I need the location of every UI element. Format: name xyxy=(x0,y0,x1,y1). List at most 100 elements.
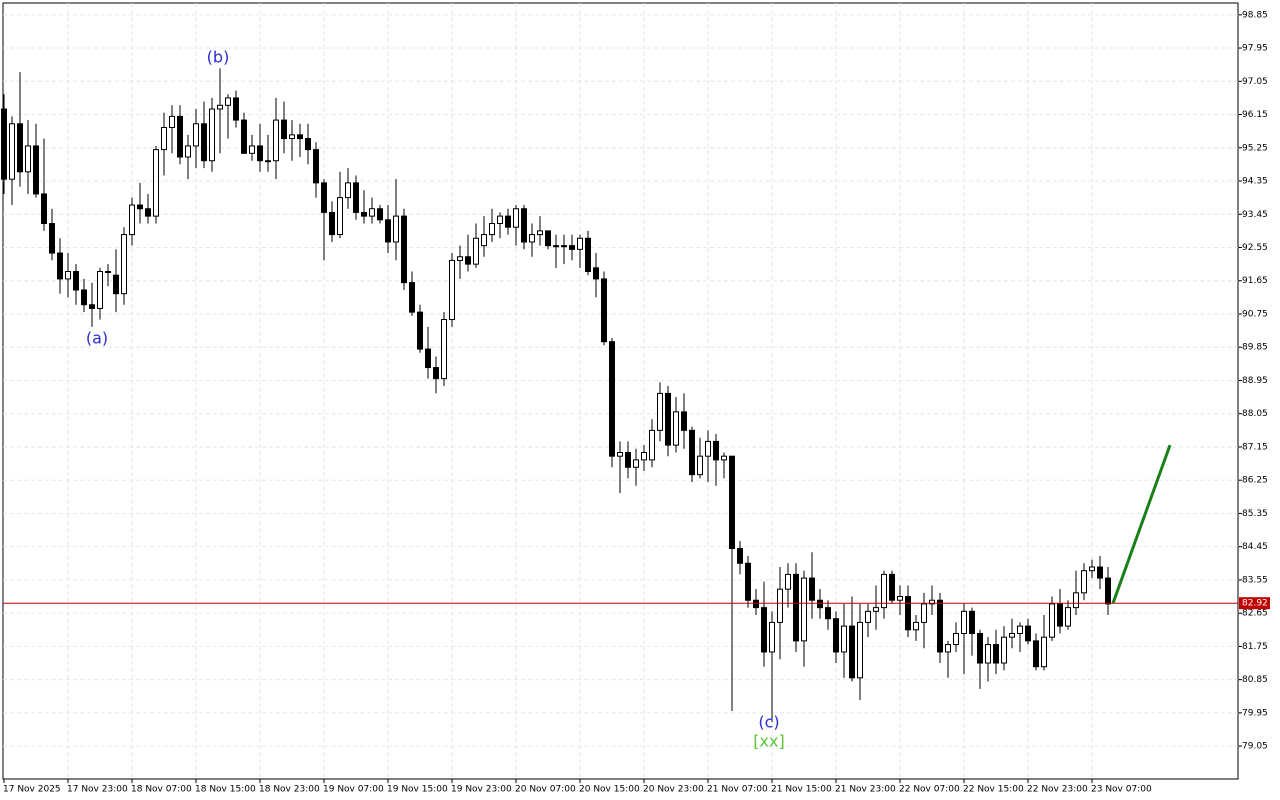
candle-body xyxy=(601,278,607,343)
x-tick-label: 19 Nov 23:00 xyxy=(451,785,512,795)
y-tick-label: 89.85 xyxy=(1242,343,1268,353)
candle-body xyxy=(41,193,47,225)
candle-body xyxy=(993,644,999,664)
candle-body xyxy=(569,245,575,250)
x-tick-label: 17 Nov 23:00 xyxy=(67,785,128,795)
candle-body xyxy=(745,562,751,601)
candle-body xyxy=(153,149,159,217)
wave-label: [xx] xyxy=(753,732,784,751)
candle-body xyxy=(705,440,711,457)
candle-body xyxy=(585,237,591,273)
candle-body xyxy=(1009,632,1015,638)
candle-body xyxy=(609,341,615,457)
candle-body xyxy=(17,123,23,173)
candle-body xyxy=(481,234,487,247)
x-tick-label: 22 Nov 23:00 xyxy=(1027,785,1088,795)
x-tick-label: 19 Nov 15:00 xyxy=(387,785,448,795)
candle-body xyxy=(761,607,767,653)
candle-body xyxy=(1065,607,1071,627)
x-tick-label: 20 Nov 07:00 xyxy=(515,785,576,795)
y-tick-label: 79.95 xyxy=(1242,708,1268,718)
candle-body xyxy=(889,573,895,601)
candle-body xyxy=(1097,566,1103,579)
candle-body xyxy=(49,223,55,254)
y-tick-label: 97.95 xyxy=(1242,44,1268,54)
candle-body xyxy=(201,123,207,162)
candle-body xyxy=(721,455,727,461)
y-tick-label: 90.75 xyxy=(1242,309,1268,319)
candle-body xyxy=(289,134,295,140)
candle-body xyxy=(521,208,527,243)
candle-body xyxy=(809,577,815,601)
candle-body xyxy=(561,245,567,248)
y-tick-label: 95.25 xyxy=(1242,143,1268,153)
candle-body xyxy=(9,123,15,180)
candle-body xyxy=(1057,603,1063,627)
candle-body xyxy=(337,197,343,236)
candle-body xyxy=(985,644,991,664)
candle-body xyxy=(329,211,335,236)
candle-body xyxy=(105,271,111,274)
y-tick-label: 86.25 xyxy=(1242,476,1268,486)
candle-body xyxy=(297,134,303,140)
x-tick-label: 17 Nov 2025 xyxy=(3,785,61,795)
candle-body xyxy=(953,632,959,646)
candle-body xyxy=(873,607,879,612)
candle-body xyxy=(841,625,847,653)
candle-body xyxy=(553,245,559,248)
candle-body xyxy=(233,97,239,121)
candle-body xyxy=(73,271,79,291)
wave-label: (a) xyxy=(86,329,108,348)
candle-body xyxy=(961,610,967,634)
candle-body xyxy=(185,145,191,158)
y-tick-label: 94.35 xyxy=(1242,177,1268,187)
candle-body xyxy=(449,259,455,321)
y-tick-label: 79.05 xyxy=(1242,742,1268,752)
candle-body xyxy=(385,219,391,243)
y-tick-label: 87.15 xyxy=(1242,442,1268,452)
candle-body xyxy=(913,621,919,631)
candle-body xyxy=(977,632,983,664)
candle-body xyxy=(409,282,415,313)
candle-body xyxy=(697,455,703,476)
candle-body xyxy=(657,392,663,431)
candle-body xyxy=(625,451,631,468)
candle-body xyxy=(489,223,495,236)
candle-body xyxy=(249,145,255,154)
candle-body xyxy=(265,160,271,163)
candle-body xyxy=(209,108,215,162)
x-tick-label: 18 Nov 07:00 xyxy=(131,785,192,795)
candle-body xyxy=(1089,566,1095,572)
candle-body xyxy=(849,625,855,679)
y-tick-label: 96.15 xyxy=(1242,110,1268,120)
candle-body xyxy=(713,440,719,461)
candle-body xyxy=(513,208,519,228)
y-tick-label: 83.55 xyxy=(1242,575,1268,585)
candle-body xyxy=(753,599,759,609)
candle-body xyxy=(113,274,119,295)
candle-body xyxy=(417,311,423,350)
candle-body xyxy=(769,621,775,653)
candle-body xyxy=(665,392,671,446)
y-tick-label: 82.65 xyxy=(1242,609,1268,619)
candle-body xyxy=(169,115,175,128)
x-tick-label: 18 Nov 15:00 xyxy=(195,785,256,795)
candle-body xyxy=(137,204,143,210)
candle-body xyxy=(177,115,183,158)
candle-body xyxy=(1073,592,1079,609)
y-tick-label: 91.65 xyxy=(1242,276,1268,286)
candle-body xyxy=(321,182,327,213)
candle-body xyxy=(121,234,127,295)
candle-body xyxy=(369,208,375,217)
candle-body xyxy=(81,289,87,306)
plot-frame xyxy=(2,2,1239,780)
candle-body xyxy=(729,455,735,550)
candle-body xyxy=(865,610,871,623)
candle-body xyxy=(257,145,263,162)
candle-body xyxy=(593,267,599,280)
x-tick-label: 18 Nov 23:00 xyxy=(259,785,320,795)
candle-body xyxy=(689,429,695,476)
candle-body xyxy=(529,234,535,243)
x-tick-label: 23 Nov 07:00 xyxy=(1091,785,1152,795)
candle-body xyxy=(497,215,503,225)
